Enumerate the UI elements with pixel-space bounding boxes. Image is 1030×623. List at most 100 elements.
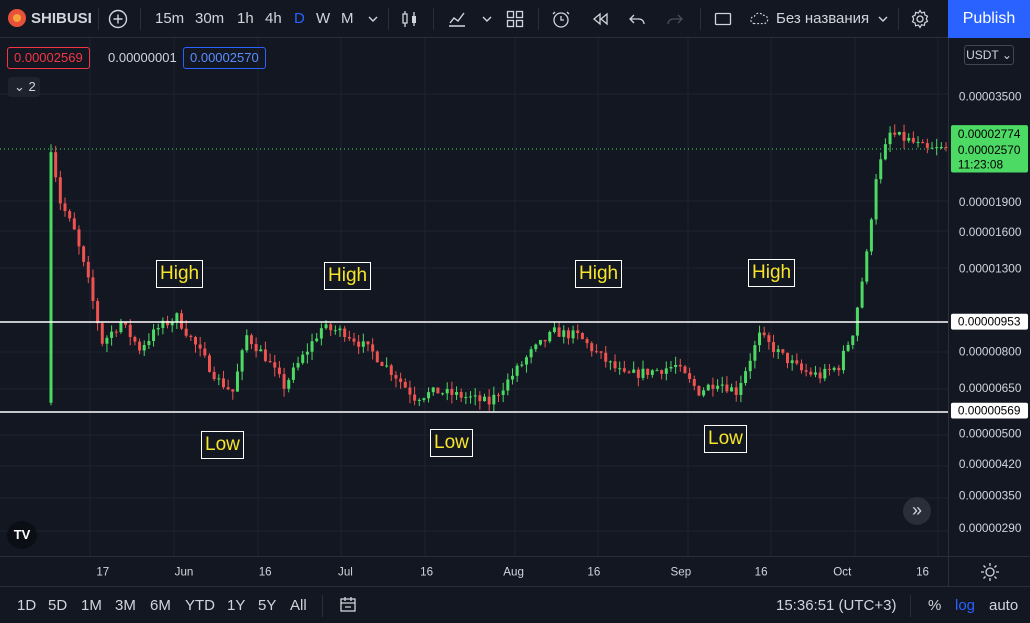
symbol-search[interactable]: SHIBUSD: [31, 10, 91, 27]
range-3m[interactable]: 3M: [115, 597, 136, 614]
interval-30m[interactable]: 30m: [195, 10, 225, 27]
candle-body: [650, 370, 654, 375]
add-symbol-icon[interactable]: [108, 9, 128, 29]
sun-icon[interactable]: [980, 562, 1000, 582]
replay-rewind-icon[interactable]: [590, 9, 610, 29]
candle-body: [436, 387, 440, 394]
candle-body: [394, 375, 398, 379]
candle: [194, 335, 198, 353]
undo-icon[interactable]: [627, 9, 647, 29]
log-toggle[interactable]: log: [955, 597, 976, 614]
candle-body: [82, 246, 86, 262]
candle: [417, 398, 421, 407]
templates-grid-icon[interactable]: [505, 9, 525, 29]
candle: [207, 353, 211, 373]
candle-body: [716, 385, 720, 389]
interval-m[interactable]: M: [341, 10, 354, 27]
candle-body: [897, 131, 901, 135]
candle-body: [594, 351, 598, 353]
chevron-down-icon[interactable]: [477, 9, 497, 29]
interval-4h[interactable]: 4h: [265, 10, 282, 27]
candle: [753, 340, 757, 369]
range-5d[interactable]: 5D: [48, 597, 68, 614]
divider: [322, 595, 323, 617]
chevron-down-icon[interactable]: [363, 9, 383, 29]
candle: [54, 145, 58, 182]
candle-body: [772, 342, 776, 352]
candles-icon[interactable]: [400, 9, 420, 29]
auto-toggle[interactable]: auto: [989, 597, 1019, 614]
annotation-low[interactable]: Low: [430, 429, 473, 457]
layout-name[interactable]: Без названия: [776, 10, 870, 27]
annotation-high[interactable]: High: [748, 259, 796, 287]
candle-body: [534, 344, 538, 350]
last-price-label: 0.00002774 0.00002570 11:23:08: [950, 125, 1029, 173]
candle: [538, 339, 542, 346]
interval-w[interactable]: W: [316, 10, 331, 27]
candle-body: [217, 378, 221, 380]
price-chart[interactable]: [0, 38, 948, 556]
publish-button[interactable]: Publish: [948, 0, 1030, 38]
candle: [231, 389, 235, 400]
interval-d[interactable]: D: [294, 10, 305, 27]
scroll-to-realtime-button[interactable]: »: [903, 497, 931, 525]
candle-body: [124, 322, 128, 325]
chevron-down-icon[interactable]: [873, 9, 893, 29]
candle-body: [86, 261, 90, 278]
candle-body: [655, 370, 659, 372]
candle-body: [445, 388, 449, 394]
candle-body: [100, 323, 104, 344]
candle: [380, 361, 384, 367]
clock-timezone[interactable]: 15:36:51 (UTC+3): [776, 597, 897, 614]
annotation-high[interactable]: High: [575, 260, 623, 288]
interval-15m[interactable]: 15m: [155, 10, 185, 27]
candle: [758, 325, 762, 352]
range-5y[interactable]: 5Y: [258, 597, 277, 614]
annotation-high[interactable]: High: [324, 262, 372, 290]
candle-body: [207, 355, 211, 372]
candle: [599, 350, 603, 359]
candle: [436, 387, 440, 394]
alert-clock-icon[interactable]: [551, 9, 571, 29]
time-scale[interactable]: 17 Jun 16 Jul 16 Aug 16 Sep 16 Oct 16: [0, 556, 948, 586]
candle-body: [660, 370, 664, 374]
currency-selector[interactable]: USDT ⌄: [964, 45, 1014, 65]
redo-icon[interactable]: [665, 9, 685, 29]
candle: [618, 361, 622, 375]
legend-collapse-button[interactable]: ⌄ 2: [8, 77, 40, 97]
candle: [692, 375, 696, 391]
date-range-icon[interactable]: [339, 596, 357, 614]
range-ytd[interactable]: YTD: [185, 597, 215, 614]
annotation-high[interactable]: High: [156, 260, 204, 288]
candle: [441, 392, 445, 396]
percent-toggle[interactable]: %: [928, 597, 942, 614]
legend-close-value: 0.00002570: [183, 47, 266, 69]
candle-body: [823, 368, 827, 379]
annotation-low[interactable]: Low: [704, 425, 747, 453]
range-6m[interactable]: 6M: [150, 597, 171, 614]
candle: [142, 340, 146, 356]
indicators-icon[interactable]: [447, 9, 467, 29]
candle-body: [478, 395, 482, 402]
candle-body: [357, 341, 361, 347]
fullscreen-icon[interactable]: [713, 9, 733, 29]
candle-body: [739, 383, 743, 395]
candle: [888, 126, 892, 153]
range-1d[interactable]: 1D: [17, 597, 37, 614]
candle-body: [198, 344, 202, 349]
tradingview-logo[interactable]: TV: [7, 521, 37, 549]
candle-body: [459, 392, 463, 398]
candle-body: [734, 387, 738, 395]
price-scale[interactable]: 0.00003500 0.00001900 0.00001600 0.00001300…: [948, 38, 1030, 556]
range-1y[interactable]: 1Y: [227, 597, 246, 614]
candle: [389, 363, 393, 382]
settings-gear-icon[interactable]: [910, 9, 930, 29]
range-1m[interactable]: 1M: [81, 597, 102, 614]
candle-body: [874, 179, 878, 220]
range-all[interactable]: All: [290, 597, 307, 614]
interval-1h[interactable]: 1h: [237, 10, 254, 27]
candle-body: [636, 369, 640, 378]
annotation-low[interactable]: Low: [201, 431, 244, 459]
candle: [152, 323, 156, 347]
candle: [277, 361, 281, 378]
